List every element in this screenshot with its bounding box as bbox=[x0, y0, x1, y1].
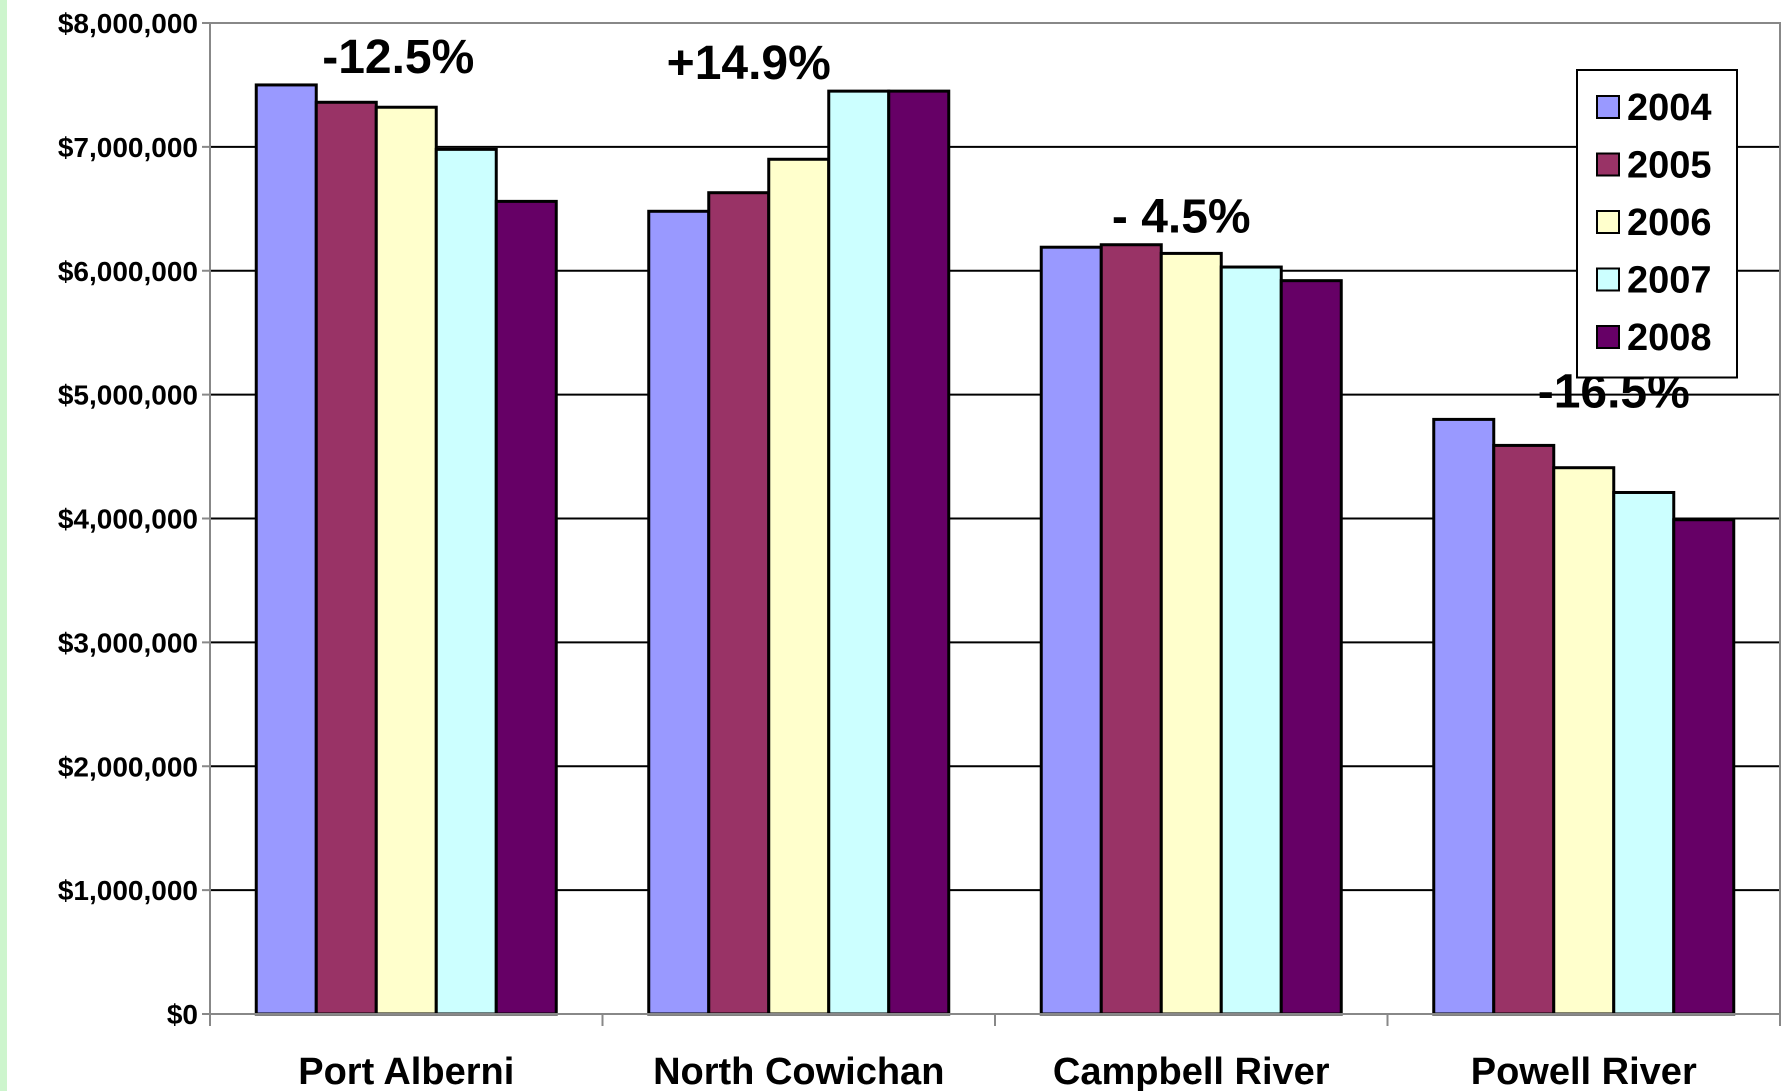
category-label: Powell River bbox=[1471, 1051, 1697, 1091]
y-tick-label: $5,000,000 bbox=[58, 380, 198, 411]
bar-2007-3 bbox=[1612, 490, 1676, 1016]
y-tick-label: $3,000,000 bbox=[58, 627, 198, 658]
left-edge-strip bbox=[0, 0, 7, 1091]
bar-2004-1 bbox=[647, 209, 711, 1016]
category-label: Campbell River bbox=[1053, 1051, 1330, 1091]
change-annotations: -12.5% +14.9%- 4.5%-16.5% bbox=[322, 31, 1690, 418]
bar-2006-1 bbox=[767, 157, 831, 1016]
legend-swatch bbox=[1596, 210, 1620, 234]
bar-2005-1 bbox=[707, 191, 771, 1016]
bar-2005-0 bbox=[314, 100, 378, 1016]
bar-2004-2 bbox=[1039, 245, 1103, 1016]
bar-2008-1 bbox=[887, 89, 951, 1016]
axes bbox=[202, 22, 1781, 1026]
category-labels: Port Alberni North Cowichan Campbell River… bbox=[298, 1051, 1697, 1091]
category-label: Port Alberni bbox=[298, 1051, 514, 1091]
bar-2006-3 bbox=[1552, 466, 1616, 1016]
legend-label: 2007 bbox=[1627, 260, 1712, 302]
bar-2004-0 bbox=[254, 83, 318, 1016]
bar-2005-2 bbox=[1099, 243, 1163, 1016]
change-annotation: +14.9% bbox=[667, 37, 831, 90]
legend-swatch bbox=[1596, 325, 1620, 349]
bar-2005-3 bbox=[1492, 443, 1556, 1016]
change-annotation: -12.5% bbox=[322, 31, 474, 84]
bar-2007-2 bbox=[1219, 265, 1283, 1016]
y-tick-label: $1,000,000 bbox=[58, 875, 198, 906]
y-tick-label: $7,000,000 bbox=[58, 132, 198, 163]
bar-2006-2 bbox=[1159, 251, 1223, 1016]
bar-2006-0 bbox=[374, 105, 438, 1016]
legend-label: 2008 bbox=[1627, 317, 1712, 359]
bar-2007-1 bbox=[827, 89, 891, 1016]
y-tick-label: $8,000,000 bbox=[58, 8, 198, 39]
bar-2008-2 bbox=[1279, 279, 1343, 1016]
legend-swatch bbox=[1596, 152, 1620, 177]
bar-2004-3 bbox=[1432, 417, 1496, 1016]
change-annotation: - 4.5% bbox=[1112, 191, 1251, 244]
legend-swatch bbox=[1596, 95, 1620, 119]
legend-swatch bbox=[1596, 267, 1620, 292]
y-tick-label: $2,000,000 bbox=[58, 751, 198, 782]
legend-label: 2006 bbox=[1627, 202, 1712, 244]
y-tick-label: $6,000,000 bbox=[58, 256, 198, 287]
bar-2008-3 bbox=[1672, 518, 1736, 1016]
y-tick-label: $4,000,000 bbox=[58, 504, 198, 535]
category-label: North Cowichan bbox=[653, 1051, 944, 1091]
y-tick-labels: $0 $1,000,000 $2,000,000 $3,000,000 $4,000,0… bbox=[58, 8, 198, 1030]
legend-label: 2005 bbox=[1627, 145, 1712, 187]
y-tick-label: $0 bbox=[167, 999, 198, 1030]
bars bbox=[254, 83, 1736, 1016]
legend-label: 2004 bbox=[1627, 87, 1712, 129]
bar-2008-0 bbox=[494, 199, 558, 1016]
legend: 2004 2005 2006 2007 2008 bbox=[1576, 69, 1738, 379]
bar-2007-0 bbox=[434, 147, 498, 1016]
